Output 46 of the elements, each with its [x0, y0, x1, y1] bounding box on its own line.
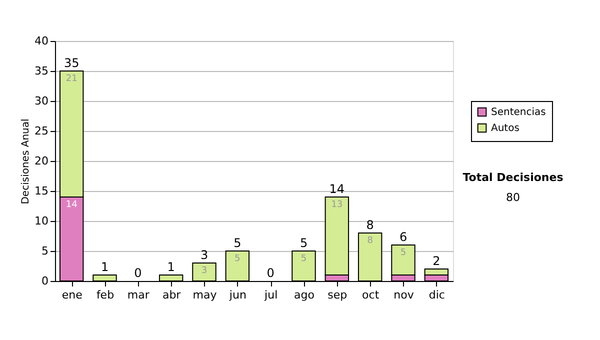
- total-label: 1: [100, 260, 109, 274]
- y-axis-title: Decisiones Anual: [20, 118, 32, 204]
- x-tick-label: ene: [62, 288, 83, 302]
- x-tick-label: oct: [362, 288, 380, 302]
- x-tick-label: feb: [96, 288, 114, 302]
- x-tick-label: ago: [294, 288, 315, 302]
- y-tick-label: 40: [34, 34, 48, 48]
- data-label: 8: [367, 236, 374, 246]
- total-label: 0: [266, 266, 274, 280]
- y-tick-label: 25: [34, 124, 48, 138]
- x-tick-label: jun: [228, 288, 246, 302]
- x-tick-label: mar: [127, 288, 150, 302]
- data-label: 5: [400, 248, 406, 258]
- data-label: 21: [66, 74, 78, 84]
- total-label: 35: [64, 56, 80, 70]
- x-tick-label: dic: [428, 288, 445, 302]
- y-tick-label: 10: [34, 214, 48, 228]
- y-tick-label: 5: [42, 244, 48, 258]
- data-label: 13: [331, 200, 343, 210]
- text: Total Decisiones: [462, 170, 564, 184]
- data-label: 14: [66, 200, 78, 210]
- x-tick-label: sep: [328, 288, 348, 302]
- total-label: 6: [399, 230, 408, 244]
- total-label: 5: [234, 236, 242, 250]
- legend-label: Sentencias: [491, 107, 546, 118]
- text: 80: [506, 190, 520, 204]
- y-tick-label: 35: [34, 64, 48, 78]
- legend-label: Autos: [491, 123, 520, 134]
- y-tick-label: 15: [34, 184, 48, 198]
- x-tick-label: may: [192, 288, 218, 302]
- data-label: 3: [201, 266, 208, 276]
- x-tick-label: jul: [264, 288, 278, 302]
- total-label: 2: [432, 254, 440, 268]
- x-tick-label: nov: [394, 288, 414, 302]
- total-label: 1: [167, 260, 175, 274]
- x-tick-label: abr: [162, 288, 182, 302]
- y-tick-label: 30: [34, 94, 48, 108]
- data-label: 5: [300, 254, 307, 264]
- data-label: 5: [234, 254, 240, 264]
- total-label: 14: [329, 182, 345, 196]
- total-label: 3: [200, 248, 208, 262]
- total-label: 5: [300, 236, 308, 250]
- total-label: 8: [366, 218, 374, 232]
- total-label: 0: [134, 266, 142, 280]
- y-tick-label: 0: [42, 274, 48, 288]
- y-tick-label: 20: [34, 154, 48, 168]
